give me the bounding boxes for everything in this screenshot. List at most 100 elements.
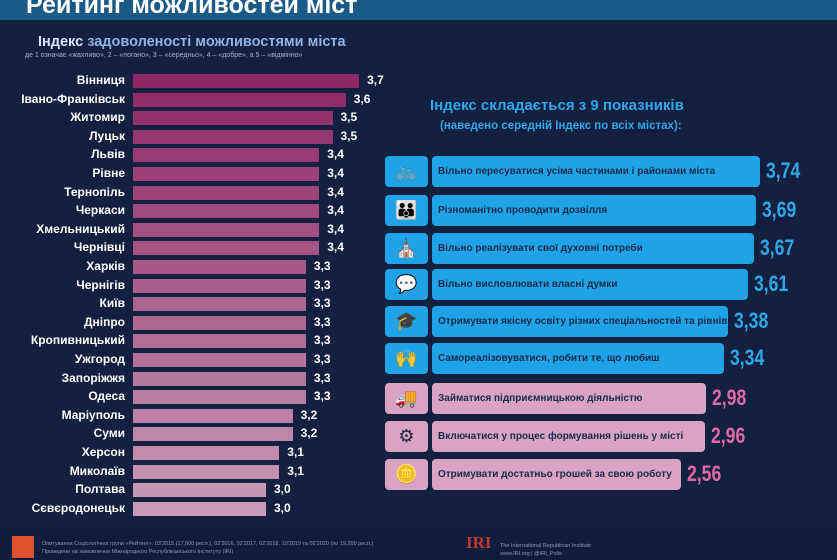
bar <box>133 111 333 126</box>
data-label: 3,3 <box>313 370 331 385</box>
bar <box>133 371 306 386</box>
footer-source: Опитування Соціологічної групи «Рейтинг»… <box>42 540 373 556</box>
category-label: Харків <box>86 259 125 273</box>
category-label: Чернівці <box>73 240 125 255</box>
spiritual-icon: ⛪ <box>385 233 428 264</box>
bar <box>133 129 333 144</box>
data-label: 3,61 <box>754 271 789 296</box>
data-label: 3,67 <box>759 235 794 260</box>
bar <box>133 185 320 200</box>
category-label: Рівне <box>92 166 125 180</box>
category-label: Херсон <box>81 445 125 459</box>
iri-web: www.IRI.org | @IRI_Polls <box>500 551 562 557</box>
bar: Вільно висловлювати власні думки <box>432 269 749 300</box>
bar <box>133 204 320 219</box>
data-label: 3,4 <box>327 203 344 218</box>
left-chart-subtitle: де 1 означає «жахливо», 2 – «погано», 3 … <box>25 52 303 59</box>
bar <box>133 446 280 460</box>
data-label: 3,74 <box>766 158 801 183</box>
category-label: Чернігів <box>76 277 125 292</box>
entrepreneur-icon: 🚚 <box>385 383 428 414</box>
bar <box>133 427 293 442</box>
category-label: Київ <box>99 296 125 311</box>
bar <box>133 278 306 293</box>
category-label: Сєвєродонецьк <box>31 500 125 515</box>
data-label: 2,98 <box>712 385 747 410</box>
bar <box>133 92 346 107</box>
iri-logo: IRI <box>466 533 492 552</box>
data-label: 3,4 <box>327 147 344 162</box>
bar: Вільно реалізувати свої духовні потреби <box>432 233 754 264</box>
iri-info: The International Republican Institute ww… <box>500 542 591 558</box>
category-label: Одеса <box>88 389 125 404</box>
title-bold: Індекс <box>38 34 84 50</box>
bar: Отримувати достатньо грошей за свою робо… <box>432 459 681 490</box>
data-label: 3,6 <box>353 91 371 106</box>
bar: Включатися у процес формування рішень у … <box>432 421 705 452</box>
survey-text: Опитування Соціологічної групи «Рейтинг»… <box>42 541 374 547</box>
page-title: Рейтинг можливостей міст <box>26 0 358 19</box>
category-label: Дніпро <box>83 314 125 329</box>
bar <box>133 501 266 516</box>
data-label: 3,2 <box>300 407 318 422</box>
left-chart-title: Індекс задоволеності можливостями міста <box>38 34 346 50</box>
family-icon: 👪 <box>385 195 428 226</box>
category-label: Хмельницький <box>36 221 125 236</box>
rating-logo <box>12 536 34 558</box>
bar: Різноманітно проводити дозвілля <box>432 195 756 226</box>
right-chart-subtitle: (наведено середній Індекс по всіх містах… <box>440 120 682 132</box>
data-label: 3,3 <box>313 333 331 348</box>
bar <box>133 241 320 256</box>
category-label: Львів <box>91 147 125 162</box>
category-label: Миколаїв <box>69 463 125 478</box>
iri-name: The International Republican Institute <box>500 543 592 549</box>
bar <box>133 148 320 163</box>
data-label: 3,5 <box>340 128 358 143</box>
bar <box>133 353 306 367</box>
data-label: 3,0 <box>274 482 291 497</box>
transport-icon: 🚲 <box>385 156 428 187</box>
data-label: 3,69 <box>761 197 796 222</box>
bar <box>133 222 320 237</box>
bar: Самореалізовуватися, робити те, що любиш <box>432 343 724 374</box>
data-label: 3,3 <box>313 352 331 366</box>
data-label: 3,7 <box>367 73 384 87</box>
category-label: Тернопіль <box>64 184 125 199</box>
celebration-icon: 🙌 <box>385 343 428 374</box>
data-label: 3,1 <box>287 463 304 478</box>
bar: Займатися підприємницькою діяльністю <box>432 383 706 414</box>
data-label: 3,4 <box>327 240 344 255</box>
data-label: 3,34 <box>730 345 765 370</box>
bar <box>133 260 306 274</box>
data-label: 3,4 <box>327 166 344 180</box>
category-label: Луцьк <box>89 128 125 143</box>
commission-text: Проведене на замовлення Міжнародного Рес… <box>42 549 234 555</box>
data-label: 3,38 <box>733 308 768 333</box>
category-label: Житомир <box>70 110 125 125</box>
category-label: Запоріжжя <box>61 370 125 385</box>
data-label: 3,2 <box>300 426 318 441</box>
data-label: 3,4 <box>327 221 344 236</box>
data-label: 2,56 <box>686 461 722 486</box>
data-label: 3,5 <box>340 110 358 125</box>
bar <box>133 315 306 330</box>
data-label: 2,96 <box>710 423 746 448</box>
coins-icon: 🪙 <box>385 459 428 490</box>
title-rest: задоволеності можливостями міста <box>87 34 346 50</box>
bar <box>133 464 280 479</box>
speech-icon: 💬 <box>385 269 428 300</box>
category-label: Полтава <box>75 482 125 497</box>
category-label: Івано-Франківськ <box>21 91 125 106</box>
right-chart-title: Індекс складається з 9 показників <box>430 97 684 114</box>
category-label: Черкаси <box>75 203 125 218</box>
data-label: 3,4 <box>327 184 344 199</box>
data-label: 3,1 <box>287 445 304 459</box>
data-label: 3,3 <box>313 389 331 404</box>
bar <box>133 390 306 405</box>
data-label: 3,3 <box>313 259 331 273</box>
category-label: Вінниця <box>76 73 125 87</box>
bar <box>133 297 306 312</box>
bar: Вільно пересуватися усіма частинами і ра… <box>432 156 760 187</box>
data-label: 3,3 <box>313 277 331 292</box>
category-label: Суми <box>93 426 125 441</box>
